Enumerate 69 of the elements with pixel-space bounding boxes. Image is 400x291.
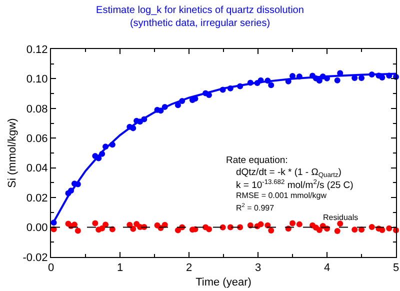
x-tick-label: 3 [254, 262, 262, 274]
point [316, 78, 322, 84]
y-tick-label: -0.02 [22, 252, 48, 264]
point [324, 75, 330, 82]
point [368, 224, 375, 230]
annotation: Residuals [323, 213, 358, 222]
point [296, 221, 302, 228]
point [368, 72, 375, 78]
point [99, 225, 106, 232]
point [96, 155, 102, 162]
y-tick-label: 0.10 [26, 74, 48, 86]
point [71, 222, 78, 228]
x-tick-label: 0 [48, 262, 54, 274]
point [296, 73, 302, 80]
point [74, 228, 81, 234]
point [379, 74, 386, 81]
point [247, 80, 254, 86]
y-axis-title: Si (mmol/kgw) [6, 118, 18, 188]
point [158, 108, 164, 114]
y-tick-label: 0.08 [26, 103, 48, 116]
x-tick-label: 4 [324, 262, 330, 274]
annotation: dQtz/dt = -k * (1 - Ω$_{Quartz}$) [236, 167, 342, 179]
point [285, 78, 292, 84]
point [50, 220, 57, 226]
point [130, 125, 136, 132]
point [68, 188, 74, 194]
x-tick-label: 1 [116, 262, 124, 274]
point [99, 150, 106, 157]
x-axis-title: Time (year) [196, 276, 252, 288]
point [227, 85, 234, 92]
y-tick-label: 0.02 [26, 192, 48, 204]
x-tick-label: 5 [392, 262, 400, 274]
point [179, 98, 186, 104]
point [220, 86, 226, 93]
point [268, 82, 274, 88]
point [162, 104, 168, 110]
annotation: R$^{2}$ = 0.997 [236, 203, 275, 212]
y-tick-label: 0.12 [26, 44, 48, 56]
point [141, 116, 148, 122]
annotation: RMSE = 0.001 mmol/kgw [236, 191, 327, 200]
point [316, 226, 322, 233]
point [92, 220, 98, 226]
point [206, 226, 212, 232]
y-tick-label: 0.04 [26, 162, 48, 175]
point [130, 226, 136, 232]
point [268, 228, 274, 234]
point [334, 228, 340, 234]
point [206, 92, 212, 98]
point [264, 78, 271, 84]
point [102, 144, 109, 150]
point [386, 72, 392, 79]
y-tick-label: 0.00 [26, 222, 48, 234]
point [109, 142, 116, 148]
point [102, 222, 109, 228]
point [258, 221, 264, 228]
point [290, 220, 296, 226]
chart-title: Estimate log_k for kinetics of quartz dissolution [96, 5, 304, 16]
x-tick-label: 2 [186, 262, 192, 274]
point [334, 77, 340, 84]
point [258, 77, 264, 84]
point [352, 226, 358, 233]
point [337, 220, 344, 227]
annotation: k = 10$^{-13.682}$ mol/m$^{2}$/s (25 C) [236, 179, 354, 191]
y-tick-label: 0.06 [26, 132, 48, 145]
chart-subtitle: (synthetic data, irregular series) [130, 18, 270, 30]
annotation: Rate equation: [226, 155, 288, 166]
point [237, 83, 244, 90]
point [174, 102, 181, 108]
point [386, 225, 392, 232]
